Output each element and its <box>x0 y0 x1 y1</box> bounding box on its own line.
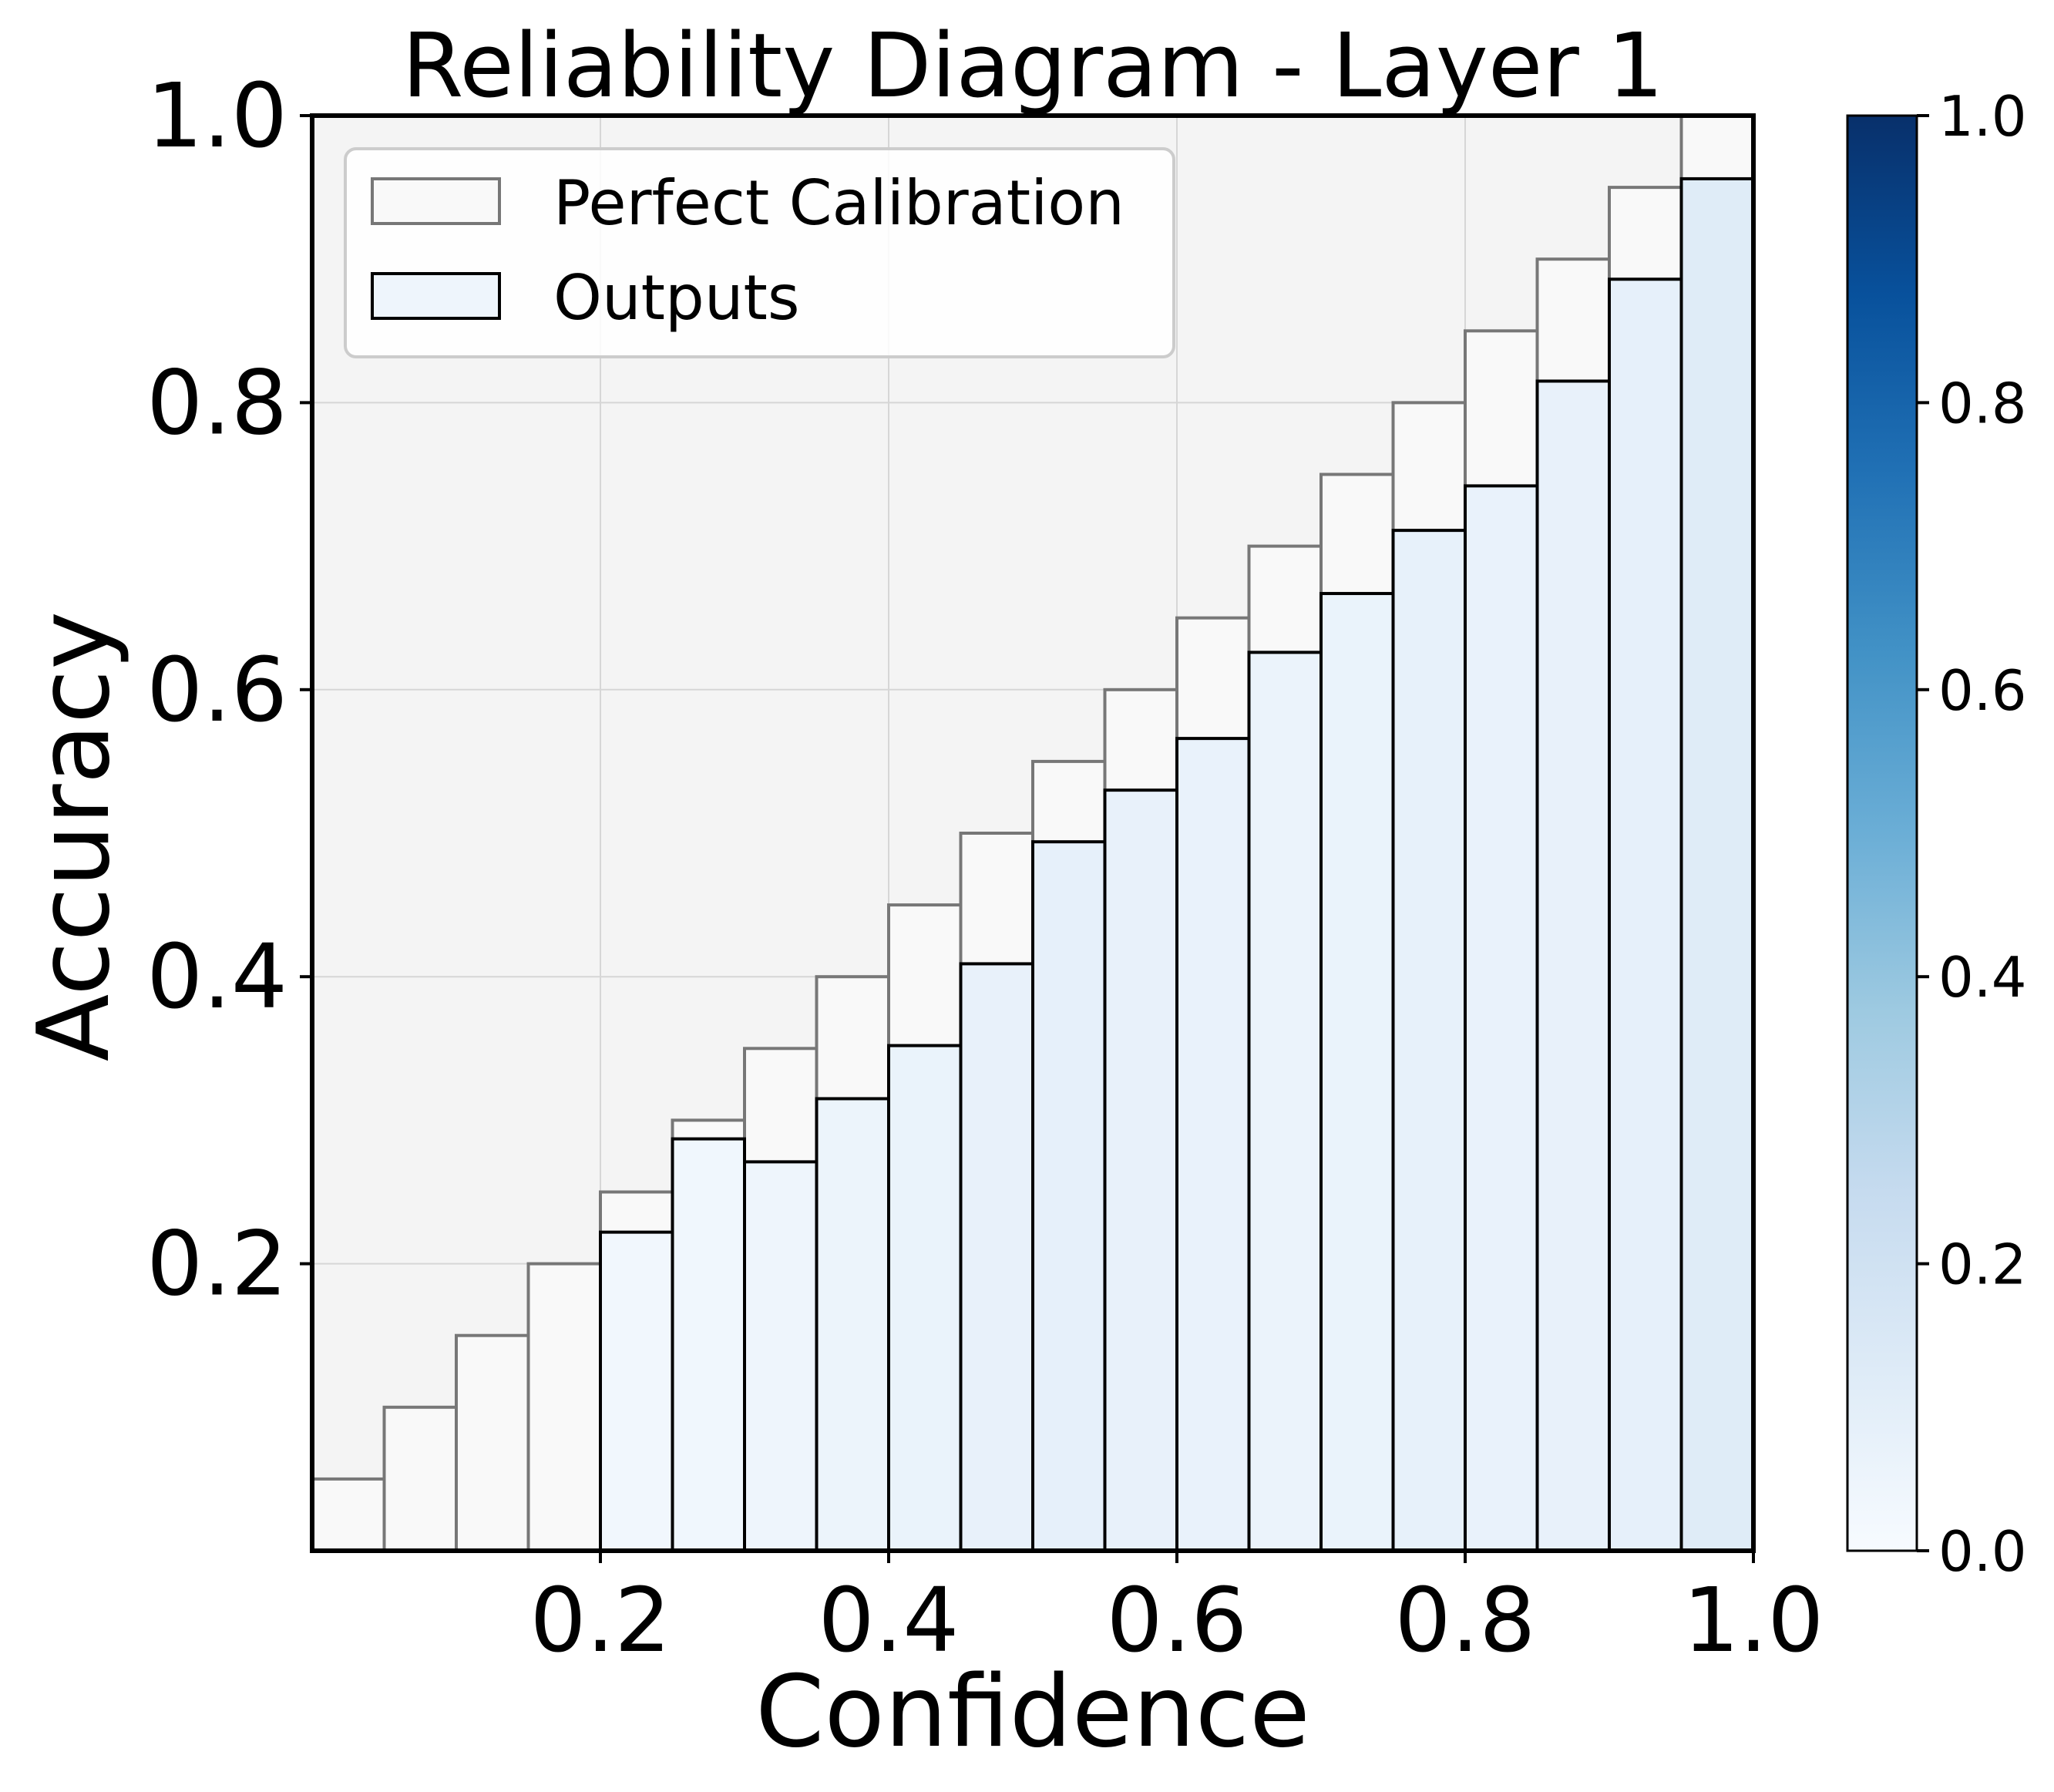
output-bar-9 <box>959 962 1034 1552</box>
output-bar-4 <box>599 1230 674 1552</box>
legend: Perfect Calibration Outputs <box>344 147 1175 358</box>
output-bar-18 <box>1608 277 1683 1553</box>
colorbar-tick-label-0: 0.0 <box>1938 1519 2027 1584</box>
output-bar-7 <box>815 1097 890 1552</box>
perfect-calibration-bar-0 <box>311 1477 386 1553</box>
colorbar-ticks: 0.0 0.2 0.4 0.6 0.8 1.0 <box>1917 84 2027 1584</box>
output-bars <box>599 177 1755 1553</box>
y-tick-label-2: 0.6 <box>146 639 287 742</box>
output-bar-5 <box>671 1137 746 1552</box>
legend-swatch-perfect-calibration <box>371 177 501 225</box>
perfect-calibration-bar-1 <box>382 1405 458 1553</box>
x-axis-ticks: 0.2 0.4 0.6 0.8 1.0 <box>530 1551 1824 1673</box>
perfect-calibration-bar-3 <box>526 1262 602 1552</box>
output-bar-17 <box>1535 379 1611 1553</box>
colorbar-tick-label-3: 0.6 <box>1938 658 2027 723</box>
y-tick-label-1: 0.4 <box>146 926 287 1029</box>
chart-title: Reliability Diagram - Layer 1 <box>402 15 1663 118</box>
x-tick-label-3: 0.8 <box>1395 1569 1536 1673</box>
x-tick-label-4: 1.0 <box>1683 1569 1824 1673</box>
y-axis-label: Accuracy <box>17 611 132 1061</box>
perfect-calibration-bar-2 <box>455 1333 530 1552</box>
y-tick-label-4: 1.0 <box>146 65 287 168</box>
legend-label-outputs: Outputs <box>553 262 800 334</box>
colorbar <box>1846 114 1918 1552</box>
colorbar-tick-label-1: 0.2 <box>1938 1232 2027 1297</box>
legend-label-perfect-calibration: Perfect Calibration <box>553 167 1124 239</box>
x-tick-label-1: 0.4 <box>819 1569 960 1673</box>
y-tick-label-3: 0.8 <box>146 351 287 455</box>
output-bar-12 <box>1175 737 1251 1552</box>
output-bar-10 <box>1031 840 1107 1552</box>
x-axis-label: Confidence <box>755 1655 1310 1770</box>
plot-frame <box>310 113 1756 1553</box>
output-bar-19 <box>1679 177 1755 1553</box>
colorbar-tick-label-2: 0.4 <box>1938 945 2027 1010</box>
output-bar-6 <box>743 1160 819 1552</box>
output-bar-11 <box>1103 788 1178 1552</box>
x-tick-label-2: 0.6 <box>1107 1569 1248 1673</box>
y-axis-ticks: 0.2 0.4 0.6 0.8 1.0 <box>146 65 312 1316</box>
legend-swatch-outputs <box>371 272 501 320</box>
output-bar-15 <box>1391 529 1467 1552</box>
legend-box <box>344 147 1175 358</box>
output-bar-14 <box>1319 592 1395 1552</box>
output-bar-16 <box>1464 484 1539 1552</box>
colorbar-tick-label-4: 0.8 <box>1938 371 2027 435</box>
x-tick-label-0: 0.2 <box>530 1569 671 1673</box>
y-tick-label-0: 0.2 <box>146 1213 287 1316</box>
colorbar-tick-label-5: 1.0 <box>1938 84 2027 149</box>
output-bar-13 <box>1247 651 1323 1553</box>
output-bar-8 <box>887 1044 963 1553</box>
